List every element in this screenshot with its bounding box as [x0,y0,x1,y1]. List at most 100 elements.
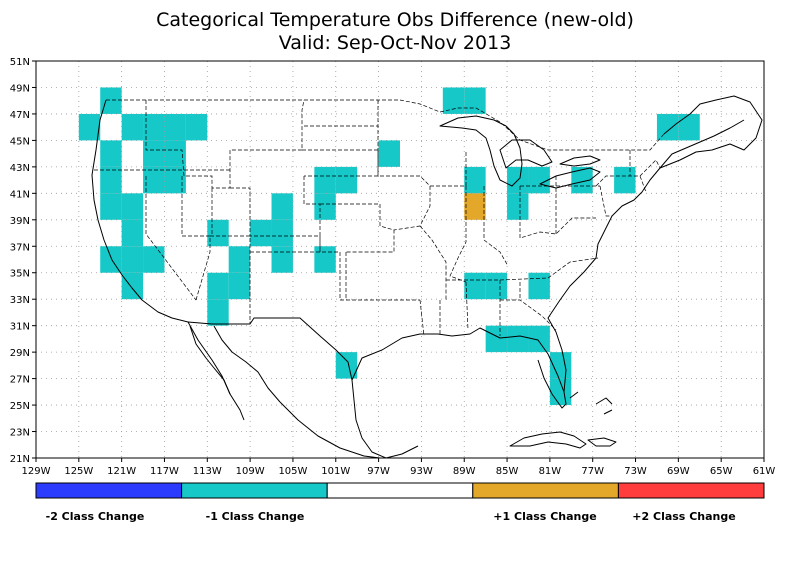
lon-tick-label: 65W [710,466,733,477]
anomaly-cell [207,219,229,247]
anomaly-cell [464,166,486,194]
anomaly-cell [164,140,186,167]
anomaly-cell [656,113,679,141]
lon-tick-label: 109W [236,466,265,477]
gulf-coastline [351,327,567,409]
lat-tick-label: 21N [10,454,30,465]
anomaly-cell [100,140,122,167]
legend: -2 Class Change -1 Class Change +1 Class C… [35,482,765,523]
lon-tick-label: 81W [539,466,562,477]
anomaly-cell [185,113,208,141]
anomaly-cell [528,272,550,300]
lon-tick-label: 117W [150,466,179,477]
lat-tick-label: 47N [10,110,30,121]
lat-tick-label: 29N [10,348,30,359]
atlantic-coastline [547,119,745,393]
anomaly-cells [78,87,700,406]
anomaly-cell [378,140,400,167]
anomaly-cell [507,193,529,220]
anomaly-cell [614,166,636,194]
anomaly-cell [164,166,186,194]
lon-tick-label: 61W [753,466,776,477]
anomaly-cell [528,166,550,194]
anomaly-cell [143,113,165,141]
anomaly-cell [143,140,165,167]
lat-tick-label: 35N [10,269,30,280]
legend-swatch [617,482,765,499]
map-subtitle: Valid: Sep-Oct-Nov 2013 [279,32,512,54]
legend-swatch [35,482,183,499]
anomaly-cell [228,246,251,273]
mexico-gulf-coastline [351,379,419,459]
lat-tick-label: 27N [10,375,30,386]
anomaly-cell [507,325,529,353]
legend-label: +2 Class Change [632,510,735,523]
legend-label: +1 Class Change [493,510,596,523]
lat-tick-label: 25N [10,401,30,412]
anomaly-cell [485,272,508,300]
anomaly-cell [485,325,508,353]
longitude-tick-labels: 129W 125W 121W 117W 113W 109W 105W 101W 97W 93W 89… [22,466,776,477]
gulf-of-california-coastline [213,325,281,403]
anomaly-cell [121,272,144,300]
anomaly-cell [121,219,144,247]
anomaly-cell [464,87,486,114]
lon-tick-label: 85W [496,466,519,477]
anomaly-cell [121,246,144,273]
pacific-coastline [91,99,245,421]
map-frame [35,60,765,459]
lon-tick-label: 113W [193,466,222,477]
lon-tick-label: 73W [624,466,647,477]
anomaly-cell [271,193,293,220]
lon-tick-label: 97W [367,466,390,477]
baja-peninsula-coastline [189,325,231,395]
lat-tick-label: 39N [10,216,30,227]
lat-tick-label: 49N [10,83,30,94]
anomaly-cell [78,113,101,141]
anomaly-cell [464,193,486,220]
legend-swatch [472,482,619,499]
lat-tick-label: 41N [10,189,30,200]
lat-tick-label: 51N [10,57,30,68]
anomaly-cell [121,193,144,220]
anomaly-cell [271,219,293,247]
latitude-tick-labels: 21N 23N 25N 27N 29N 31N 33N 35N 37N 39N 41N 43N 45N 4… [10,57,30,465]
canada-east-coastline [659,95,763,169]
anomaly-cell [143,246,165,273]
lon-tick-label: 93W [410,466,433,477]
lon-tick-label: 121W [107,466,136,477]
graticule [32,60,765,462]
lon-tick-label: 129W [22,466,51,477]
anomaly-cell [678,113,700,141]
anomaly-cell [121,113,144,141]
lat-tick-label: 37N [10,242,30,253]
anomaly-cell [250,219,272,247]
lon-tick-label: 125W [64,466,93,477]
legend-swatch [326,482,474,499]
map-title: Categorical Temperature Obs Difference (… [156,9,634,31]
lon-tick-label: 89W [453,466,476,477]
anomaly-cell [143,166,165,194]
anomaly-cell [100,193,122,220]
lat-tick-label: 45N [10,136,30,147]
anomaly-cell [528,325,550,353]
anomaly-cell [100,166,122,194]
lat-tick-label: 33N [10,295,30,306]
anomaly-cell [464,272,486,300]
anomaly-cell [207,299,229,326]
legend-label: -2 Class Change [46,510,145,523]
lon-tick-label: 69W [667,466,690,477]
us-mexico-border [187,317,353,381]
anomaly-cell [100,87,122,114]
lon-tick-label: 77W [581,466,604,477]
anomaly-cell [228,272,251,300]
lat-tick-label: 23N [10,428,30,439]
lat-tick-label: 31N [10,322,30,333]
lat-tick-label: 43N [10,163,30,174]
lon-tick-label: 101W [321,466,350,477]
anomaly-cell [442,87,465,114]
anomaly-cell [164,113,186,141]
anomaly-cell [271,246,293,273]
anomaly-cell [571,166,593,194]
